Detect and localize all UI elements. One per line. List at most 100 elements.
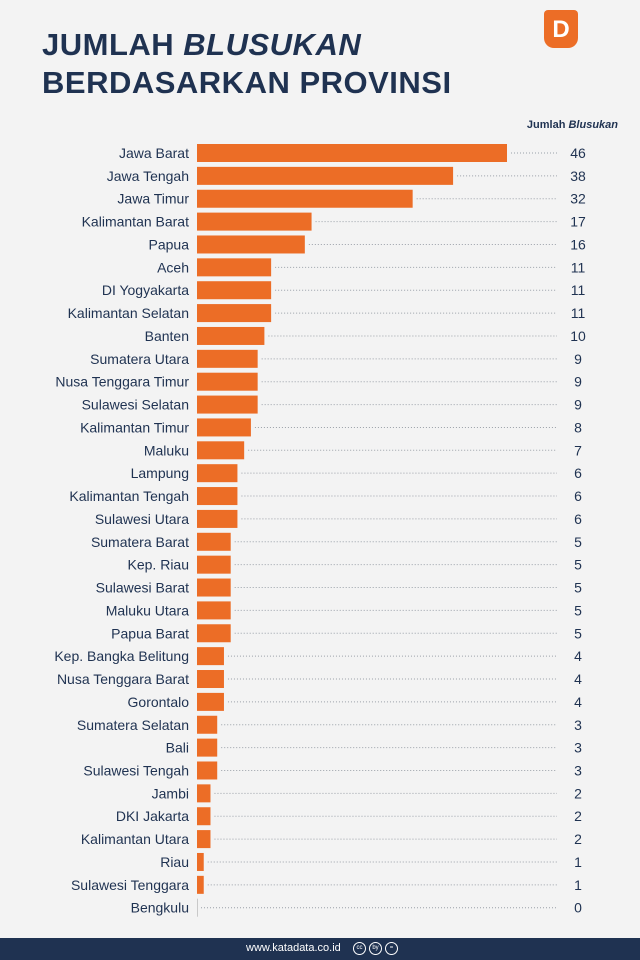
- value-label: 7: [574, 442, 582, 458]
- category-label: Bali: [166, 740, 189, 756]
- bar: [197, 807, 211, 826]
- value-label: 9: [574, 351, 582, 367]
- value-label: 32: [570, 191, 586, 207]
- category-label: Sumatera Selatan: [77, 717, 189, 733]
- category-label: Jawa Tengah: [107, 168, 189, 184]
- value-label: 5: [574, 602, 582, 618]
- value-label: 3: [574, 740, 582, 756]
- bar: [197, 647, 224, 666]
- value-label: 17: [570, 214, 586, 230]
- category-label: Kep. Bangka Belitung: [54, 648, 189, 664]
- category-label: Papua: [149, 236, 190, 252]
- value-label: 8: [574, 419, 582, 435]
- category-label: Jawa Barat: [119, 145, 189, 161]
- footer-url[interactable]: www.katadata.co.id: [246, 942, 341, 954]
- value-label: 1: [574, 877, 582, 893]
- category-label: Nusa Tenggara Barat: [57, 671, 189, 687]
- category-label: Maluku: [144, 442, 189, 458]
- category-label: Kalimantan Selatan: [68, 305, 189, 321]
- bar: [197, 235, 305, 254]
- bar: [197, 601, 231, 620]
- category-label: Aceh: [157, 259, 189, 275]
- katadata-logo: D: [544, 10, 578, 48]
- value-label: 9: [574, 397, 582, 413]
- bar: [197, 898, 198, 917]
- license-icons: cc by =: [353, 942, 398, 955]
- bar: [197, 144, 507, 162]
- category-label: Kalimantan Tengah: [69, 488, 189, 504]
- category-label: Gorontalo: [128, 694, 190, 710]
- value-label: 0: [574, 900, 582, 916]
- title-prefix: JUMLAH: [42, 27, 184, 62]
- bar: [197, 304, 272, 323]
- category-label: Sulawesi Tenggara: [71, 877, 189, 893]
- category-label: Riau: [160, 854, 189, 870]
- no-derivatives-icon: =: [385, 942, 398, 955]
- category-label: Sulawesi Tengah: [83, 762, 189, 778]
- bar: [197, 509, 238, 528]
- column-header-prefix: Jumlah: [526, 119, 569, 131]
- bar: [197, 670, 224, 689]
- title-italic: BLUSUKAN: [183, 27, 362, 62]
- value-label: 3: [574, 717, 582, 733]
- value-label: 6: [574, 465, 582, 481]
- bar: [197, 875, 204, 894]
- value-label: 6: [574, 511, 582, 527]
- value-label: 10: [570, 328, 586, 344]
- category-label: Banten: [145, 328, 189, 344]
- bar: [197, 349, 258, 368]
- bar: [197, 464, 238, 483]
- value-label: 1: [574, 854, 582, 870]
- attribution-icon: by: [369, 942, 382, 955]
- category-label: Papua Barat: [111, 625, 189, 641]
- value-label: 3: [574, 762, 582, 778]
- category-label: Sulawesi Utara: [95, 511, 189, 527]
- value-label: 11: [571, 282, 586, 298]
- bar: [197, 692, 224, 711]
- bar: [197, 326, 265, 345]
- bar: [197, 418, 251, 437]
- category-label: Jambi: [152, 785, 189, 801]
- category-label: Jawa Timur: [117, 191, 189, 207]
- bar: [197, 487, 238, 506]
- bar: [197, 624, 231, 643]
- bar: [197, 166, 454, 185]
- title-line2: BERDASARKAN PROVINSI: [42, 65, 452, 100]
- value-label: 11: [571, 259, 586, 275]
- category-label: Bengkulu: [131, 900, 189, 916]
- value-label: 46: [570, 145, 586, 161]
- value-label: 9: [574, 374, 582, 390]
- category-label: Sumatera Barat: [91, 534, 189, 550]
- bar: [197, 395, 258, 414]
- bar: [197, 784, 211, 803]
- category-label: Kalimantan Utara: [81, 831, 189, 847]
- value-label: 5: [574, 557, 582, 573]
- category-label: Kep. Riau: [128, 557, 189, 573]
- value-label: 4: [574, 671, 582, 687]
- value-label: 5: [574, 580, 582, 596]
- value-label: 5: [574, 625, 582, 641]
- bar: [197, 281, 272, 300]
- value-label: 2: [574, 808, 582, 824]
- bar: [197, 555, 231, 574]
- bar: [197, 532, 231, 551]
- bar: [197, 372, 258, 391]
- page-title: JUMLAH BLUSUKAN BERDASARKAN PROVINSI: [42, 26, 452, 102]
- bar: [197, 441, 245, 460]
- category-label: Sumatera Utara: [90, 351, 189, 367]
- category-label: Kalimantan Timur: [80, 419, 189, 435]
- bar: [197, 830, 211, 849]
- bar: [197, 852, 204, 871]
- value-label: 38: [570, 168, 586, 184]
- category-label: Kalimantan Barat: [82, 214, 190, 230]
- category-label: DKI Jakarta: [116, 808, 189, 824]
- category-label: Lampung: [131, 465, 189, 481]
- category-label: Nusa Tenggara Timur: [55, 374, 189, 390]
- value-label: 16: [570, 236, 586, 252]
- category-label: Sulawesi Selatan: [82, 397, 189, 413]
- bar: [197, 189, 413, 208]
- bar: [197, 738, 218, 757]
- value-label: 2: [574, 831, 582, 847]
- category-label: DI Yogyakarta: [102, 282, 189, 298]
